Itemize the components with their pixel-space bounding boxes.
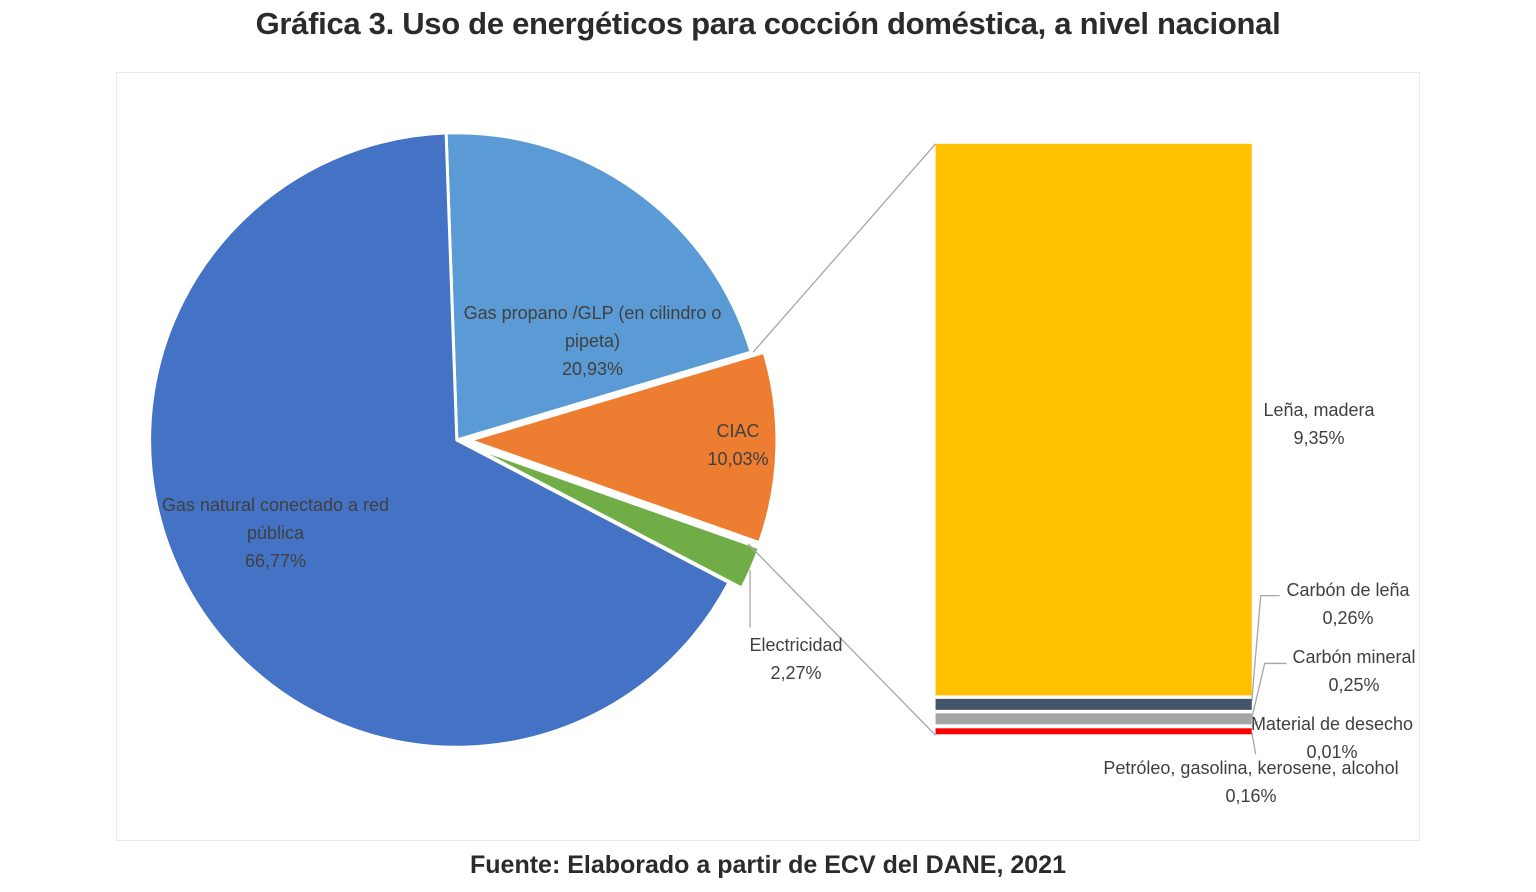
- bar-of-pie-chart-canvas: [148, 131, 1287, 755]
- pie-slice-gas-propano: [444, 131, 753, 442]
- chart-panel: Gas natural conectado a red pública 66,7…: [116, 72, 1420, 841]
- bar-segment-carbon-de-lena: [935, 698, 1252, 710]
- connector-pie-to-bar-top: [752, 143, 937, 353]
- leader-material-de-desecho: [1251, 720, 1259, 727]
- pie-label-gas-propano: Gas propano /GLP (en cilindro o pipeta) …: [463, 303, 722, 379]
- pie-label-electricidad: Electricidad 2,27%: [749, 635, 843, 683]
- source-caption: Fuente: Elaborado a partir de ECV del DA…: [470, 851, 1066, 879]
- bar-label-material-de-desecho: Material de desecho 0,01%: [1250, 714, 1414, 762]
- page-title: Gráfica 3. Uso de energéticos para cocci…: [255, 6, 1281, 41]
- bar-segment-material-de-desecho: [935, 726, 1252, 728]
- connector-pie-to-bar-bottom: [747, 543, 937, 736]
- pie-slice-ciac: [468, 350, 779, 545]
- leader-petroleo: [1251, 732, 1257, 755]
- leader-carbon-mineral: [1251, 662, 1287, 719]
- pie-label-ciac: CIAC 10,03%: [707, 421, 769, 469]
- leader-carbon-de-lena: [1251, 594, 1280, 702]
- bar-label-lena-madera: Leña, madera 9,35%: [1263, 400, 1375, 448]
- bar-label-petroleo: Petróleo, gasolina, kerosene, alcohol 0,…: [1103, 758, 1399, 806]
- bar-label-carbon-de-lena: Carbón de leña 0,26%: [1286, 580, 1410, 628]
- bar-segment-petroleo: [935, 728, 1252, 735]
- pie-slice-electricidad: [468, 444, 761, 590]
- pie-slice-gas-natural: [148, 131, 731, 749]
- bar-segment-carbon-mineral: [935, 713, 1252, 725]
- bar-label-carbon-mineral: Carbón mineral 0,25%: [1292, 647, 1416, 695]
- bar-segment-lena-madera: [935, 143, 1252, 696]
- pie-label-gas-natural: Gas natural conectado a red pública 66,7…: [161, 495, 390, 571]
